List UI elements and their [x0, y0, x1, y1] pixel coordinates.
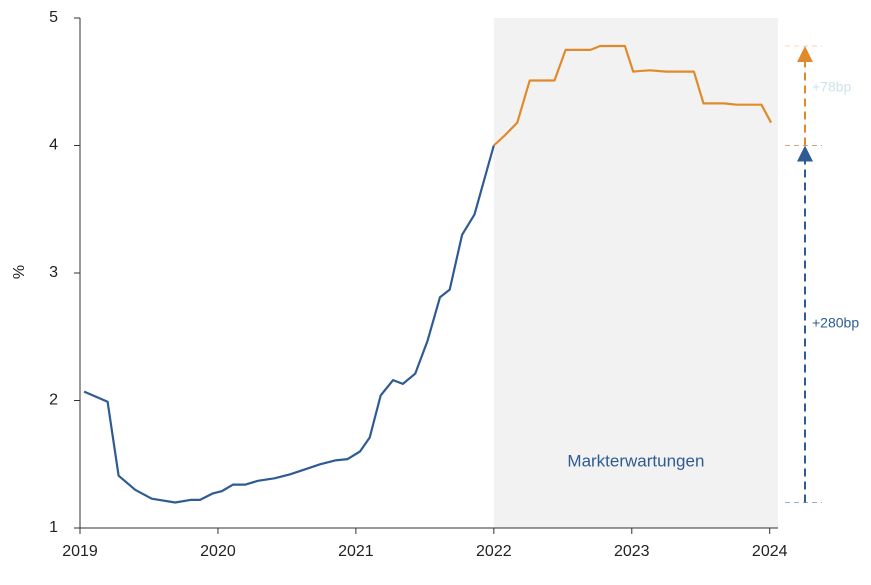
- y-tick-label: 1: [49, 519, 58, 536]
- change-label: +78bp: [812, 78, 852, 94]
- x-tick-label: 2022: [476, 543, 512, 560]
- x-tick-label: 2023: [614, 543, 650, 560]
- x-tick-label: 2020: [200, 543, 236, 560]
- line-series: [493, 44, 773, 147]
- x-tick-label: 2019: [62, 543, 98, 560]
- line-series: [83, 145, 495, 504]
- y-tick-label: 4: [49, 137, 58, 154]
- y-tick-label: 3: [49, 264, 58, 281]
- x-tick-label: 2021: [338, 543, 374, 560]
- y-tick-label: 5: [49, 9, 58, 26]
- region-label: Markterwartungen: [567, 451, 704, 470]
- change-label: +280bp: [812, 315, 859, 331]
- x-tick-label: 2024: [752, 543, 788, 560]
- y-tick-label: 2: [49, 392, 58, 409]
- y-axis-label: %: [11, 265, 28, 279]
